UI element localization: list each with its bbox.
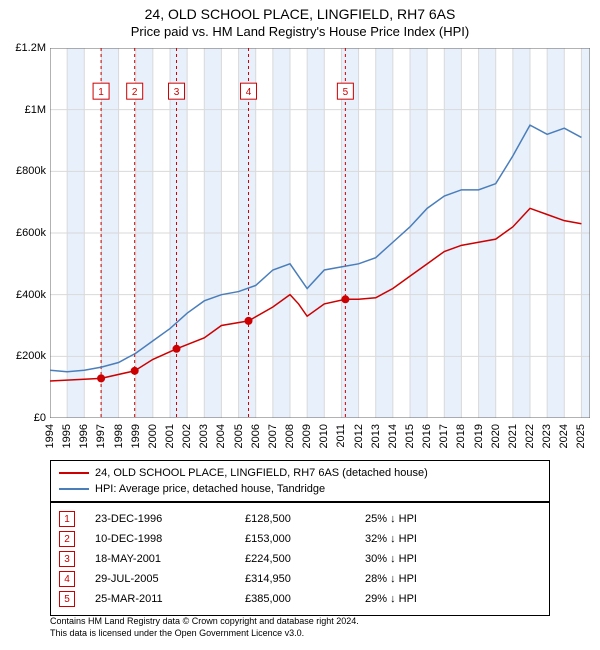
- x-tick-label: 2014: [387, 424, 399, 448]
- x-tick-label: 2007: [267, 424, 279, 448]
- x-tick-label: 2023: [541, 424, 553, 448]
- x-tick-label: 2015: [404, 424, 416, 448]
- x-tick-label: 2001: [164, 424, 176, 448]
- table-pct: 32% ↓ HPI: [365, 533, 485, 545]
- table-row: 1 23-DEC-1996£128,50025% ↓ HPI: [59, 509, 541, 529]
- table-pct: 25% ↓ HPI: [365, 513, 485, 525]
- y-tick-label: £1.2M: [15, 42, 46, 54]
- table-marker: 5: [59, 591, 75, 607]
- x-tick-label: 2011: [335, 424, 347, 448]
- table-date: 10-DEC-1998: [95, 533, 245, 545]
- x-tick-label: 2020: [490, 424, 502, 448]
- x-tick-label: 1999: [130, 424, 142, 448]
- table-row: 2 10-DEC-1998£153,00032% ↓ HPI: [59, 529, 541, 549]
- x-tick-label: 2021: [507, 424, 519, 448]
- legend: 24, OLD SCHOOL PLACE, LINGFIELD, RH7 6AS…: [50, 460, 550, 502]
- y-tick-label: £600k: [16, 227, 46, 239]
- table-date: 25-MAR-2011: [95, 593, 245, 605]
- table-date: 18-MAY-2001: [95, 553, 245, 565]
- table-date: 23-DEC-1996: [95, 513, 245, 525]
- y-tick-label: £200k: [16, 350, 46, 362]
- table-date: 29-JUL-2005: [95, 573, 245, 585]
- table-row: 4 29-JUL-2005£314,95028% ↓ HPI: [59, 569, 541, 589]
- x-tick-label: 2009: [301, 424, 313, 448]
- legend-item: HPI: Average price, detached house, Tand…: [59, 481, 541, 497]
- table-price: £385,000: [245, 593, 365, 605]
- title-address: 24, OLD SCHOOL PLACE, LINGFIELD, RH7 6AS: [0, 6, 600, 22]
- svg-text:2: 2: [132, 87, 138, 98]
- x-tick-label: 2022: [524, 424, 536, 448]
- x-tick-label: 2006: [250, 424, 262, 448]
- svg-text:1: 1: [98, 87, 104, 98]
- y-tick-label: £400k: [16, 289, 46, 301]
- x-tick-label: 2025: [575, 424, 587, 448]
- y-tick-label: £1M: [25, 104, 46, 116]
- svg-text:4: 4: [246, 87, 252, 98]
- x-tick-label: 2008: [284, 424, 296, 448]
- table-pct: 28% ↓ HPI: [365, 573, 485, 585]
- footnote-line1: Contains HM Land Registry data © Crown c…: [50, 616, 570, 628]
- table-row: 5 25-MAR-2011£385,00029% ↓ HPI: [59, 589, 541, 609]
- x-tick-label: 1997: [95, 424, 107, 448]
- x-tick-label: 1998: [113, 424, 125, 448]
- x-tick-label: 1996: [78, 424, 90, 448]
- title-subtitle: Price paid vs. HM Land Registry's House …: [0, 24, 600, 39]
- x-tick-label: 2012: [353, 424, 365, 448]
- footnote-line2: This data is licensed under the Open Gov…: [50, 628, 570, 640]
- chart-svg: 1 2 3 4 5: [50, 48, 590, 418]
- x-tick-label: 2005: [233, 424, 245, 448]
- x-tick-label: 2000: [147, 424, 159, 448]
- table-price: £153,000: [245, 533, 365, 545]
- table-marker: 1: [59, 511, 75, 527]
- x-tick-label: 2024: [558, 424, 570, 448]
- x-axis: 1994199519961997199819992000200120022003…: [50, 420, 590, 460]
- x-tick-label: 2018: [455, 424, 467, 448]
- footnote: Contains HM Land Registry data © Crown c…: [50, 616, 570, 639]
- x-tick-label: 2017: [438, 424, 450, 448]
- table-price: £224,500: [245, 553, 365, 565]
- y-axis: £0£200k£400k£600k£800k£1M£1.2M: [0, 48, 50, 418]
- x-tick-label: 1994: [44, 424, 56, 448]
- y-tick-label: £800k: [16, 165, 46, 177]
- table-row: 3 18-MAY-2001£224,50030% ↓ HPI: [59, 549, 541, 569]
- x-tick-label: 2002: [181, 424, 193, 448]
- table-price: £128,500: [245, 513, 365, 525]
- legend-label: HPI: Average price, detached house, Tand…: [95, 483, 325, 495]
- x-tick-label: 2013: [370, 424, 382, 448]
- legend-swatch: [59, 472, 89, 474]
- table-pct: 29% ↓ HPI: [365, 593, 485, 605]
- title-block: 24, OLD SCHOOL PLACE, LINGFIELD, RH7 6AS…: [0, 0, 600, 39]
- legend-label: 24, OLD SCHOOL PLACE, LINGFIELD, RH7 6AS…: [95, 467, 428, 479]
- table-marker: 2: [59, 531, 75, 547]
- y-tick-label: £0: [34, 412, 46, 424]
- x-tick-label: 2003: [198, 424, 210, 448]
- svg-text:5: 5: [343, 87, 349, 98]
- x-tick-label: 2019: [473, 424, 485, 448]
- table-marker: 3: [59, 551, 75, 567]
- x-tick-label: 1995: [61, 424, 73, 448]
- table-pct: 30% ↓ HPI: [365, 553, 485, 565]
- chart-area: 1 2 3 4 5: [50, 48, 590, 418]
- x-tick-label: 2010: [318, 424, 330, 448]
- x-tick-label: 2016: [421, 424, 433, 448]
- table-marker: 4: [59, 571, 75, 587]
- x-tick-label: 2004: [215, 424, 227, 448]
- legend-item: 24, OLD SCHOOL PLACE, LINGFIELD, RH7 6AS…: [59, 465, 541, 481]
- legend-swatch: [59, 488, 89, 490]
- sales-table: 1 23-DEC-1996£128,50025% ↓ HPI 2 10-DEC-199…: [50, 502, 550, 616]
- svg-text:3: 3: [174, 87, 180, 98]
- chart-container: 24, OLD SCHOOL PLACE, LINGFIELD, RH7 6AS…: [0, 0, 600, 650]
- table-price: £314,950: [245, 573, 365, 585]
